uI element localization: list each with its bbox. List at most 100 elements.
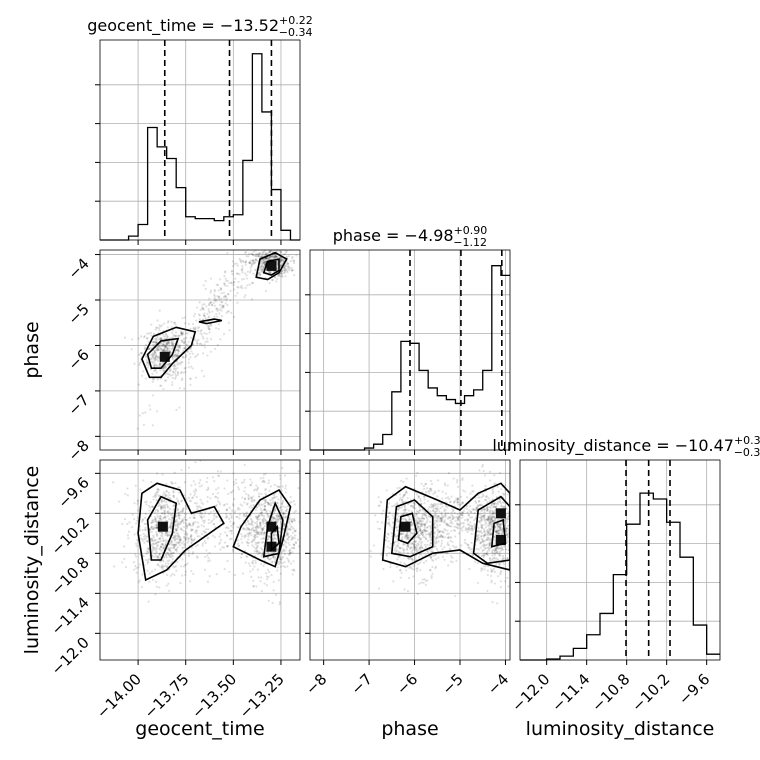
sample-point [226, 303, 229, 307]
sample-point [196, 327, 200, 330]
sample-point [463, 518, 467, 522]
sample-point [265, 253, 268, 256]
sample-point [198, 342, 201, 346]
sample-point [250, 522, 253, 525]
sample-point [237, 542, 240, 545]
sample-point [284, 491, 287, 494]
sample-point [137, 383, 140, 386]
sample-point [483, 554, 486, 557]
sample-point [211, 303, 214, 307]
sample-point [258, 243, 260, 245]
sample-point [232, 524, 235, 527]
sample-point [213, 512, 216, 515]
sample-point [481, 518, 484, 521]
sample-point [239, 503, 242, 506]
sample-point [437, 515, 440, 518]
sample-point [428, 505, 431, 508]
sample-point [489, 533, 492, 536]
sample-point [440, 544, 443, 547]
sample-point [489, 528, 492, 531]
sample-point [165, 349, 168, 353]
sample-point [500, 532, 503, 535]
sample-point [500, 505, 503, 508]
sample-point [394, 547, 397, 550]
sample-point [222, 291, 225, 294]
sample-point [502, 493, 506, 497]
sample-point [433, 531, 436, 534]
sample-point [160, 384, 163, 387]
sample-point [486, 532, 490, 535]
sample-point [406, 537, 409, 540]
sample-point [205, 480, 208, 484]
sample-point [260, 531, 263, 534]
sample-point [238, 273, 241, 276]
sample-point [405, 477, 408, 480]
sample-point [430, 576, 433, 580]
sample-point [153, 365, 156, 368]
sample-point [181, 558, 184, 561]
sample-point [279, 572, 282, 575]
sample-point [497, 552, 500, 555]
sample-point [206, 554, 209, 557]
sample-point [176, 532, 180, 535]
sample-point [293, 261, 296, 265]
sample-point [286, 267, 290, 270]
sample-point [161, 500, 164, 503]
sample-point [263, 531, 266, 535]
sample-point [168, 542, 171, 546]
sample-point [141, 528, 144, 532]
sample-point [415, 550, 418, 554]
sample-point [398, 507, 401, 510]
sample-point [398, 486, 401, 489]
sample-point [491, 498, 494, 501]
sample-point [433, 510, 436, 513]
sample-point [440, 530, 444, 533]
sample-point [255, 585, 258, 588]
sample-point [262, 261, 265, 264]
sample-point [425, 529, 428, 532]
sample-point [260, 576, 263, 579]
sample-point [263, 532, 266, 535]
sample-point [203, 539, 206, 543]
sample-point [148, 557, 151, 561]
sample-point [307, 186, 309, 188]
sample-point [192, 490, 195, 493]
sample-point [478, 504, 482, 507]
sample-point [491, 510, 494, 513]
sample-point [441, 514, 444, 517]
sample-point [419, 546, 422, 549]
sample-point [424, 529, 427, 532]
sample-point [480, 537, 483, 541]
sample-point [241, 267, 244, 270]
sample-point [142, 518, 145, 521]
sample-point [415, 513, 418, 516]
sample-point [429, 526, 433, 529]
sample-point [471, 554, 474, 557]
sample-point [250, 263, 253, 267]
sample-point [229, 289, 232, 293]
sample-point [440, 535, 443, 538]
sample-point [251, 559, 255, 563]
sample-point [168, 549, 172, 552]
sample-point [138, 363, 141, 366]
sample-point [286, 505, 289, 508]
sample-point [167, 533, 170, 536]
sample-point [288, 516, 291, 519]
sample-point [258, 551, 261, 554]
sample-point [195, 555, 199, 558]
sample-point [170, 541, 173, 545]
sample-point [479, 521, 482, 524]
sample-point [235, 262, 238, 265]
sample-point [268, 250, 271, 253]
sample-point [267, 237, 269, 239]
sample-point [161, 349, 164, 352]
sample-point [223, 487, 226, 490]
sample-point [251, 562, 255, 565]
sample-point [426, 579, 429, 582]
sample-point [402, 480, 405, 484]
sample-point [410, 546, 413, 549]
sample-point [124, 565, 127, 569]
sample-point [414, 557, 417, 560]
sample-point [160, 549, 163, 552]
sample-point [272, 589, 275, 592]
